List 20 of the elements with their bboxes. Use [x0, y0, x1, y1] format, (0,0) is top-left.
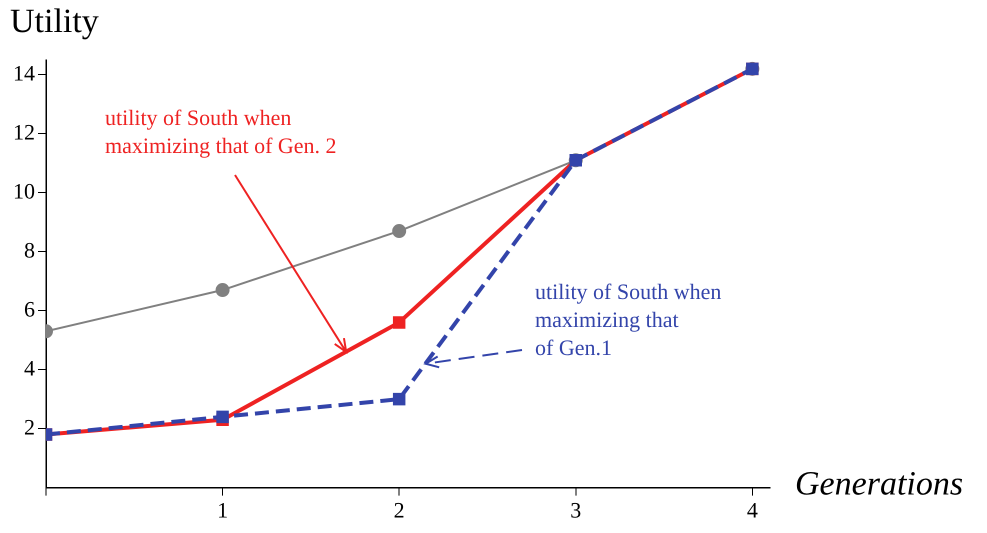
- annotation: utility of South when maximizing that of Gen. 2: [105, 104, 337, 158]
- y-tick-label: 8: [24, 237, 35, 262]
- y-axis-title: Utility: [10, 2, 99, 40]
- annotation: utility of South when maximizing that of Gen.1: [535, 278, 722, 360]
- x-tick-label: 2: [394, 498, 405, 523]
- x-tick-label: 4: [746, 498, 758, 523]
- y-tick-label: 4: [24, 355, 35, 380]
- point: [392, 316, 406, 329]
- y-tick-label: 10: [13, 178, 35, 204]
- x-axis-title: Generations: [795, 466, 964, 503]
- y-tick-label: 6: [24, 296, 35, 322]
- y-tick-label: 2: [24, 414, 35, 440]
- point: [216, 283, 230, 298]
- y-tick-label: 14: [13, 60, 35, 86]
- point: [392, 392, 406, 406]
- y-tick-label: 12: [13, 120, 35, 145]
- x-tick-label: 1: [217, 498, 228, 523]
- x-tick-label: 3: [570, 498, 582, 523]
- point: [392, 224, 406, 238]
- point: [216, 410, 229, 424]
